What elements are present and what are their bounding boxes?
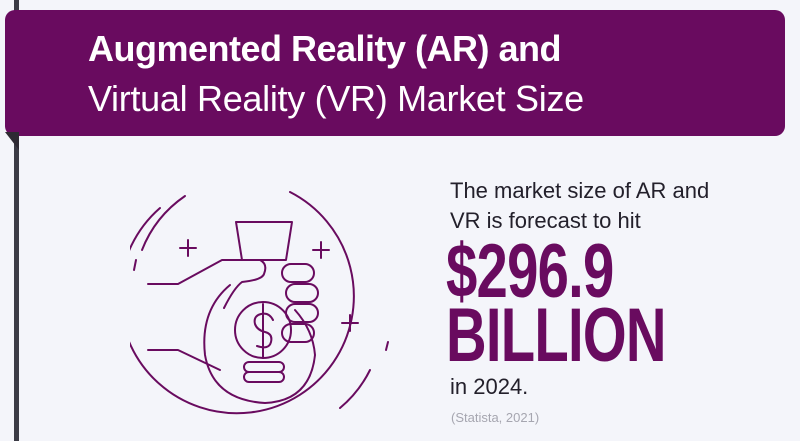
stat-suffix: in 2024. <box>450 374 529 399</box>
stat-value: $296.9 <box>446 229 614 314</box>
stat-unit: BILLION <box>446 293 666 378</box>
stat-lead-line-1: The market size of AR and <box>450 178 710 203</box>
left-rail <box>14 0 19 441</box>
title-banner <box>5 10 785 136</box>
title-line-1: Augmented Reality (AR) and <box>88 28 562 69</box>
banner-fold <box>5 132 19 150</box>
source-citation: (Statista, 2021) <box>451 410 540 425</box>
stat-lead-line-2: VR is forecast to hit <box>450 208 641 233</box>
title-line-2: Virtual Reality (VR) Market Size <box>88 78 584 119</box>
hand-holding-money-bag-icon <box>130 191 389 415</box>
